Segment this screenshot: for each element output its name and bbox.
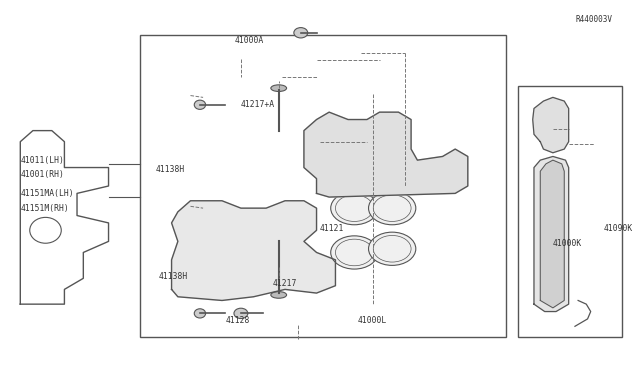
Text: 41151MA(LH): 41151MA(LH) (20, 189, 74, 198)
Polygon shape (534, 157, 569, 311)
Text: 41151M(RH): 41151M(RH) (20, 203, 69, 213)
Ellipse shape (331, 236, 378, 269)
Polygon shape (540, 160, 564, 308)
Ellipse shape (234, 308, 248, 318)
Text: 41121: 41121 (320, 224, 344, 233)
Ellipse shape (195, 100, 205, 109)
Text: 41090K: 41090K (604, 224, 632, 233)
Ellipse shape (271, 85, 287, 92)
Polygon shape (532, 97, 569, 153)
Text: 41217+A: 41217+A (241, 100, 275, 109)
Bar (518, 86, 622, 337)
Ellipse shape (271, 292, 287, 298)
Ellipse shape (195, 309, 205, 318)
Text: 41000L: 41000L (358, 316, 387, 325)
Text: 41138H: 41138H (159, 272, 188, 281)
Text: 41001(RH): 41001(RH) (20, 170, 64, 179)
Text: 41217: 41217 (273, 279, 297, 288)
Text: 41000K: 41000K (553, 239, 582, 248)
Ellipse shape (294, 28, 308, 38)
Text: R440003V: R440003V (576, 15, 612, 24)
Ellipse shape (331, 192, 378, 225)
Text: 41011(LH): 41011(LH) (20, 155, 64, 165)
Ellipse shape (369, 232, 416, 265)
Ellipse shape (369, 192, 416, 225)
Polygon shape (304, 112, 468, 197)
Text: 41128: 41128 (225, 316, 250, 325)
Polygon shape (172, 201, 335, 301)
Text: 41000A: 41000A (235, 36, 264, 45)
Text: 41138H: 41138H (156, 165, 185, 174)
Bar (140, 35, 506, 337)
